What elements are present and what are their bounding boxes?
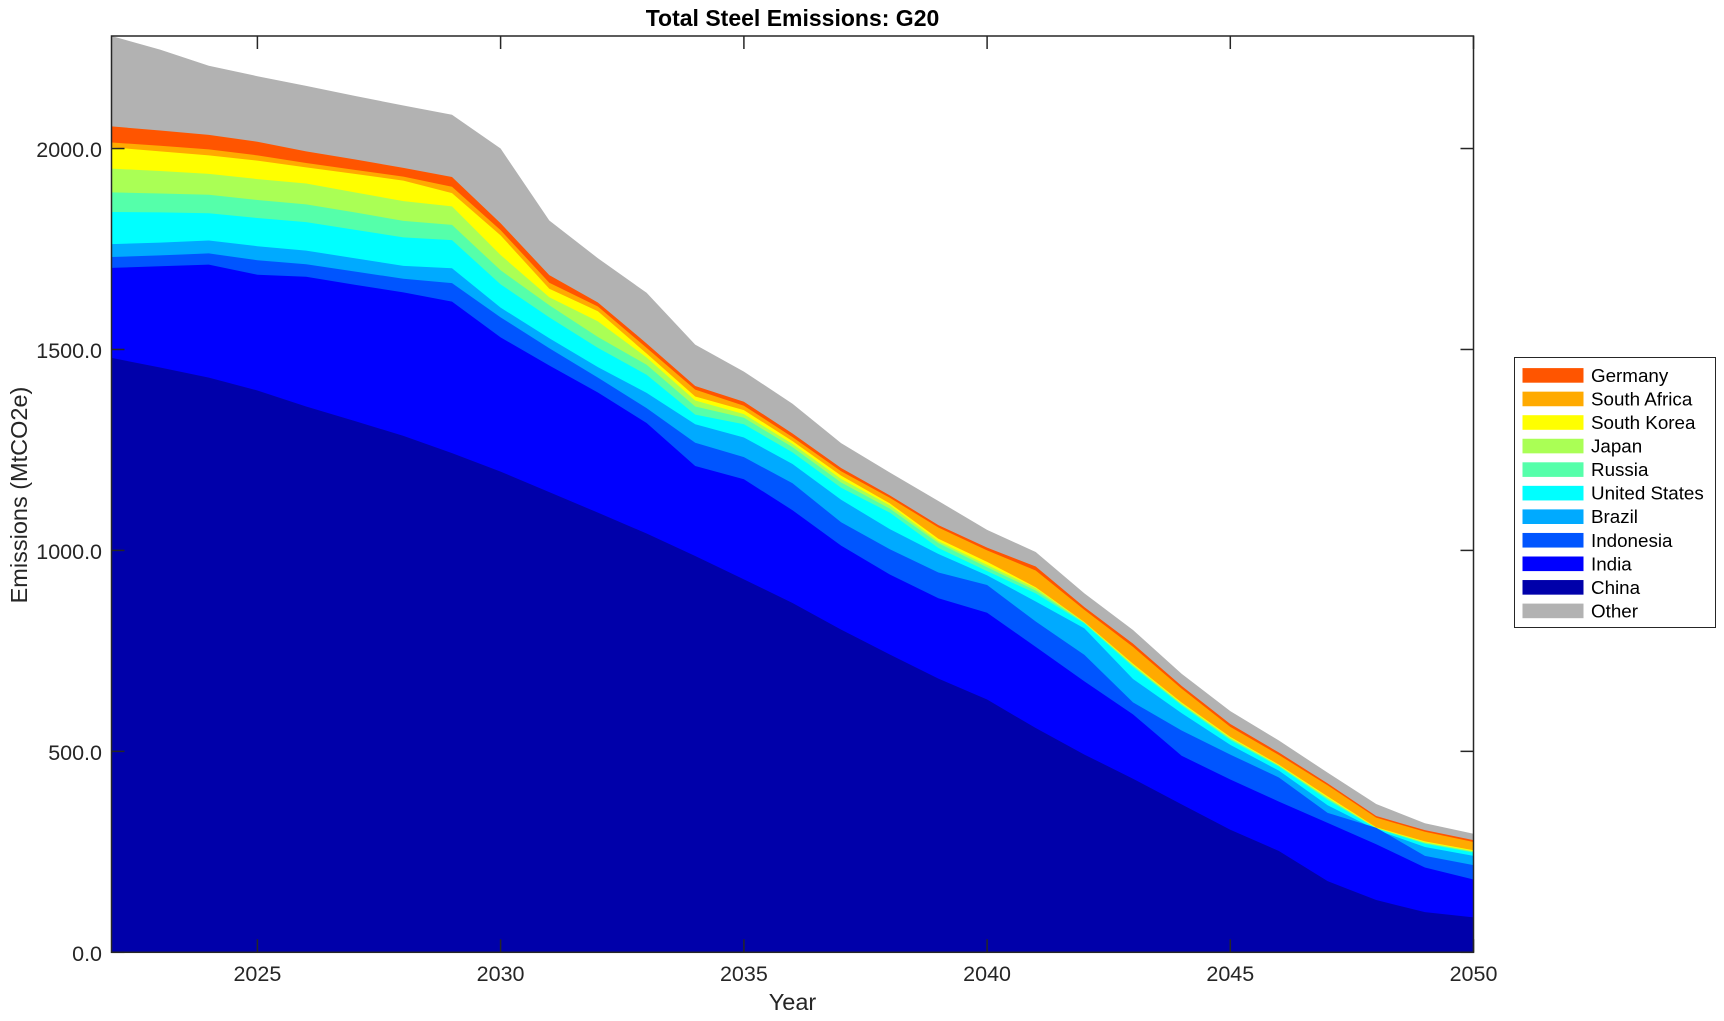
svg-text:2050: 2050: [1450, 962, 1498, 986]
svg-text:United States: United States: [1591, 483, 1704, 504]
svg-text:South Africa: South Africa: [1591, 388, 1693, 409]
svg-text:1000.0: 1000.0: [36, 540, 102, 564]
svg-text:0.0: 0.0: [72, 942, 102, 966]
svg-text:1500.0: 1500.0: [36, 339, 102, 363]
svg-text:500.0: 500.0: [48, 741, 102, 765]
svg-text:Brazil: Brazil: [1591, 506, 1638, 527]
svg-text:Year: Year: [769, 989, 817, 1015]
svg-text:2040: 2040: [963, 962, 1011, 986]
svg-text:Total Steel Emissions: G20: Total Steel Emissions: G20: [646, 5, 940, 31]
svg-text:China: China: [1591, 577, 1641, 598]
svg-text:2030: 2030: [477, 962, 525, 986]
svg-text:Japan: Japan: [1591, 436, 1642, 457]
svg-text:Indonesia: Indonesia: [1591, 530, 1673, 551]
svg-text:India: India: [1591, 553, 1632, 574]
svg-text:Germany: Germany: [1591, 365, 1669, 386]
svg-text:2045: 2045: [1206, 962, 1254, 986]
svg-text:South Korea: South Korea: [1591, 412, 1696, 433]
svg-text:2025: 2025: [233, 962, 281, 986]
svg-text:2035: 2035: [720, 962, 768, 986]
svg-text:Russia: Russia: [1591, 459, 1649, 480]
svg-text:Emissions (MtCO2e): Emissions (MtCO2e): [6, 387, 32, 604]
svg-text:Other: Other: [1591, 600, 1638, 621]
svg-text:2000.0: 2000.0: [36, 138, 102, 162]
